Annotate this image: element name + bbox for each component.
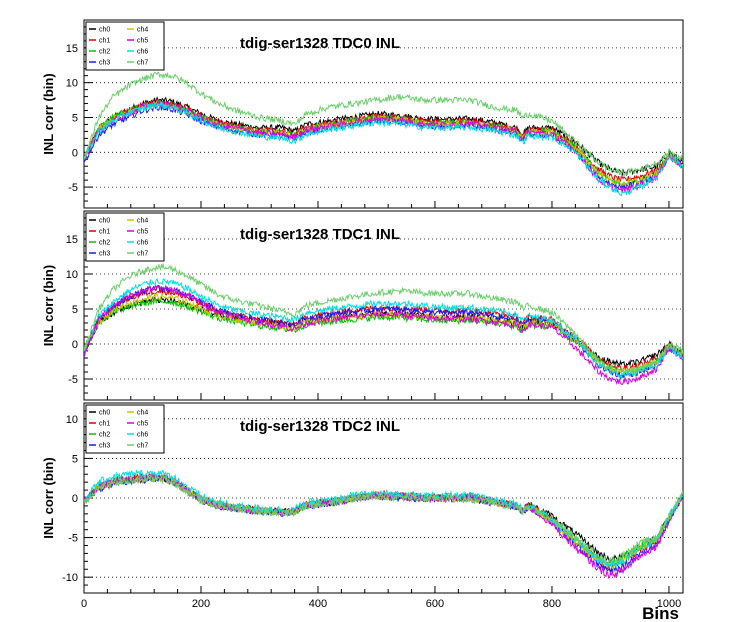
legend-label-ch3: ch3	[99, 60, 110, 67]
y-tick-label: 15	[66, 234, 78, 246]
y-tick-label: -5	[68, 182, 78, 194]
legend-label-ch4: ch4	[137, 27, 148, 34]
legend: ch0 ch1 ch2 ch3 ch4 ch5 ch6 ch7	[85, 212, 165, 262]
series-group	[84, 262, 683, 386]
legend-label-ch2: ch2	[99, 432, 110, 439]
series-line-ch5	[84, 100, 683, 193]
panel-title: tdig-ser1328 TDC0 INL	[240, 35, 400, 52]
series-line-ch7	[84, 474, 683, 565]
y-tick-label: 10	[66, 269, 78, 281]
y-tick-label: -5	[68, 374, 78, 386]
y-tick-label: 5	[72, 112, 78, 124]
legend-label-ch1: ch1	[99, 421, 110, 428]
y-tick-label: 5	[72, 304, 78, 316]
legend-label-ch4: ch4	[137, 410, 148, 417]
legend-box	[85, 212, 165, 262]
panel-tdc0: -5 0 5 10 15 tdig-ser1328 TDC0 INL INL corr (b…	[41, 19, 684, 209]
x-tick-label: 800	[543, 598, 561, 610]
legend-label-ch1: ch1	[99, 229, 110, 236]
series-line-ch7	[84, 262, 683, 376]
legend-label-ch6: ch6	[137, 432, 148, 439]
legend-label-ch7: ch7	[137, 443, 148, 450]
y-tick-label: -5	[68, 533, 78, 545]
legend-label-ch0: ch0	[99, 410, 110, 417]
legend-label-ch5: ch5	[137, 229, 148, 236]
y-tick-label: 10	[66, 414, 78, 426]
legend-label-ch2: ch2	[99, 240, 110, 247]
series-line-ch7	[84, 71, 683, 178]
legend-label-ch7: ch7	[137, 251, 148, 258]
panel-title: tdig-ser1328 TDC2 INL	[240, 418, 400, 435]
x-tick-label: 1000	[657, 598, 681, 610]
legend-label-ch6: ch6	[137, 240, 148, 247]
y-tick-label: 5	[72, 453, 78, 465]
y-axis-label: INL corr (bin)	[41, 457, 56, 538]
x-tick-label: 400	[309, 598, 327, 610]
series-line-ch6	[84, 278, 683, 381]
legend-label-ch4: ch4	[137, 218, 148, 225]
legend-label-ch3: ch3	[99, 251, 110, 258]
x-tick-label: 600	[426, 598, 444, 610]
panel-title: tdig-ser1328 TDC1 INL	[240, 226, 400, 243]
legend-label-ch5: ch5	[137, 38, 148, 45]
y-tick-label: -10	[62, 572, 78, 584]
x-tick-label: 200	[192, 598, 210, 610]
y-tick-label: 0	[72, 339, 78, 351]
legend-label-ch6: ch6	[137, 49, 148, 56]
legend-label-ch0: ch0	[99, 27, 110, 34]
legend-label-ch5: ch5	[137, 421, 148, 428]
legend: ch0 ch1 ch2 ch3 ch4 ch5 ch6 ch7	[85, 404, 165, 454]
series-line-ch5	[84, 284, 683, 386]
panel-tdc1: -5 0 5 10 15 tdig-ser1328 TDC1 INL INL corr (b…	[41, 210, 684, 401]
legend-label-ch0: ch0	[99, 218, 110, 225]
legend-box	[85, 21, 165, 71]
legend-label-ch1: ch1	[99, 38, 110, 45]
legend-label-ch7: ch7	[137, 60, 148, 67]
panel-tdc2: -10 -5 0 5 10 0 200 400 600 800 1000 tdig-ser1328 T…	[41, 402, 684, 622]
y-tick-label: 0	[72, 493, 78, 505]
y-tick-label: 15	[66, 43, 78, 55]
legend: ch0 ch1 ch2 ch3 ch4 ch5 ch6 ch7	[85, 21, 165, 71]
series-line-ch6	[84, 469, 683, 569]
legend-box	[85, 404, 165, 454]
legend-label-ch3: ch3	[99, 443, 110, 450]
x-axis-label: Bins	[642, 604, 679, 622]
series-line-ch6	[84, 101, 683, 197]
y-axis-label: INL corr (bin)	[41, 73, 56, 154]
y-tick-label: 10	[66, 78, 78, 90]
y-tick-label: 0	[72, 147, 78, 159]
series-group	[84, 469, 683, 579]
series-group	[84, 71, 683, 197]
legend-label-ch2: ch2	[99, 49, 110, 56]
x-tick-label: 0	[81, 598, 87, 610]
y-axis-label: INL corr (bin)	[41, 265, 56, 346]
